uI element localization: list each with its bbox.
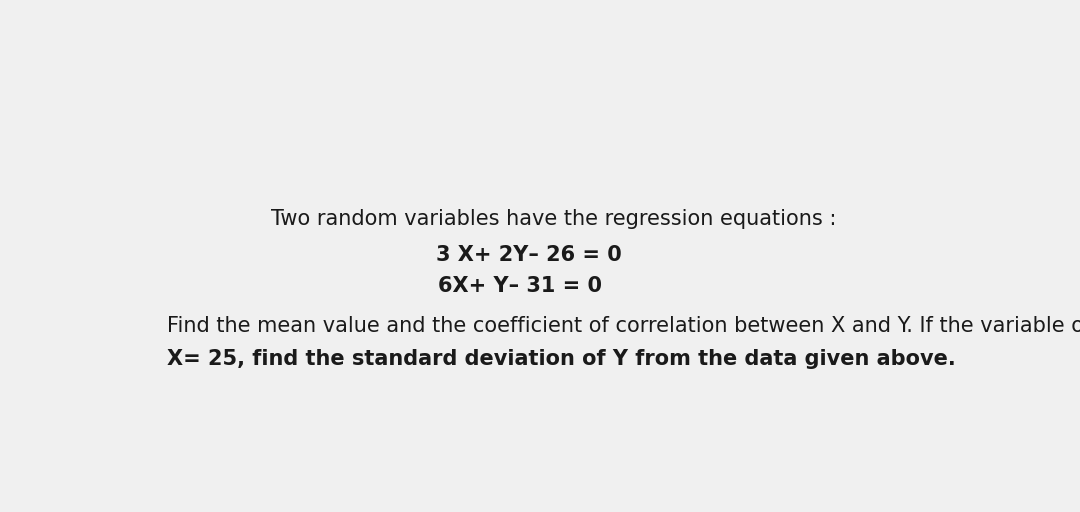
Text: X= 25, find the standard deviation of Y from the data given above.: X= 25, find the standard deviation of Y … (166, 349, 956, 369)
Text: 6X+ Y– 31 = 0: 6X+ Y– 31 = 0 (438, 276, 602, 296)
Text: Find the mean value and the coefficient of correlation between X and Y. If the v: Find the mean value and the coefficient … (166, 315, 1080, 335)
Text: 3 X+ 2Y– 26 = 0: 3 X+ 2Y– 26 = 0 (435, 245, 621, 265)
Text: Two random variables have the regression equations :: Two random variables have the regression… (271, 209, 836, 229)
